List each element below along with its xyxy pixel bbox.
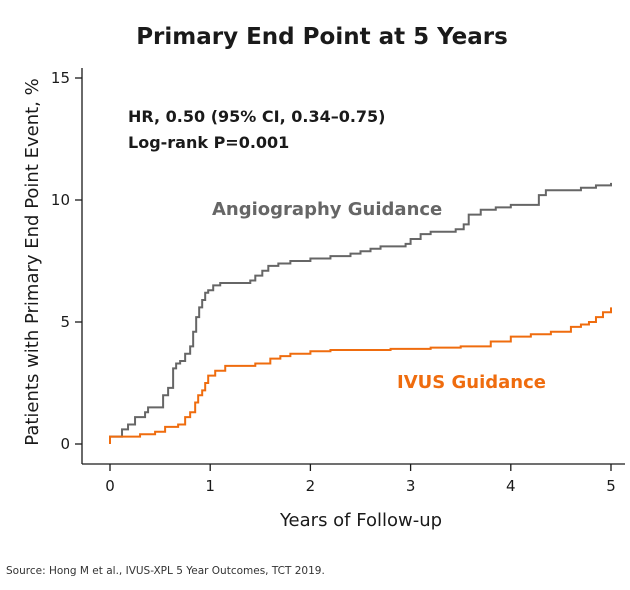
y-axis-label: Patients with Primary End Point Event, %: [22, 78, 43, 445]
y-tick-label: 15: [51, 69, 70, 87]
series-label-ivus: IVUS Guidance: [397, 372, 546, 393]
hazard-ratio-annotation: HR, 0.50 (95% CI, 0.34–0.75): [128, 107, 386, 126]
x-tick-label: 1: [205, 477, 215, 495]
x-ticks: 0 1 2 3 4 5: [105, 464, 616, 495]
x-tick-label: 4: [506, 477, 516, 495]
log-rank-annotation: Log-rank P=0.001: [128, 133, 289, 152]
y-tick-label: 5: [60, 313, 70, 331]
x-tick-label: 5: [606, 477, 616, 495]
series-label-angiography: Angiography Guidance: [212, 199, 442, 220]
x-tick-label: 2: [306, 477, 316, 495]
series-line-angiography: [109, 182, 612, 444]
y-ticks: 0 5 10 15: [51, 69, 82, 453]
survival-chart: Primary End Point at 5 Years Patients wi…: [22, 24, 625, 531]
y-tick-label: 10: [51, 191, 70, 209]
x-tick-label: 0: [105, 477, 115, 495]
source-note: Source: Hong M et al., IVUS-XPL 5 Year O…: [6, 565, 325, 577]
chart-title: Primary End Point at 5 Years: [136, 24, 508, 50]
x-axis-label: Years of Follow-up: [279, 510, 442, 531]
x-tick-label: 3: [406, 477, 416, 495]
y-tick-label: 0: [60, 435, 70, 453]
series-lines: [109, 182, 612, 444]
series-line-ivus: [109, 307, 612, 444]
